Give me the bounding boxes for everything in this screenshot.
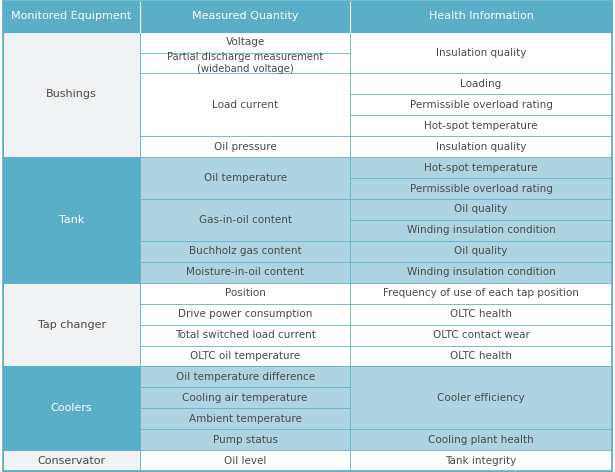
Bar [350, 115, 612, 136]
Text: Insulation quality: Insulation quality [436, 142, 526, 152]
Bar [350, 262, 612, 283]
Text: Partial discharge measurement
(wideband voltage): Partial discharge measurement (wideband … [167, 52, 323, 74]
Bar [140, 346, 350, 366]
Bar [350, 157, 612, 178]
Bar [140, 325, 350, 346]
Text: Load current: Load current [212, 100, 278, 110]
Text: Winding insulation condition: Winding insulation condition [407, 267, 555, 277]
Bar [350, 94, 612, 115]
Text: Frequency of use of each tap position: Frequency of use of each tap position [383, 288, 579, 298]
Text: Loading: Loading [461, 79, 502, 89]
Text: OLTC oil temperature: OLTC oil temperature [190, 351, 300, 361]
Text: Position: Position [224, 288, 266, 298]
Text: Permissible overload rating: Permissible overload rating [410, 184, 552, 194]
Bar [140, 74, 350, 136]
Bar [350, 199, 612, 220]
Text: Tank: Tank [59, 215, 84, 225]
Bar [3, 1, 612, 32]
Text: Pump status: Pump status [213, 435, 277, 445]
Bar [3, 32, 140, 157]
Text: Moisture-in-oil content: Moisture-in-oil content [186, 267, 304, 277]
Text: Oil level: Oil level [224, 455, 266, 465]
Text: OLTC health: OLTC health [450, 351, 512, 361]
Text: Cooler efficiency: Cooler efficiency [437, 393, 525, 403]
Bar [140, 157, 350, 199]
Bar [140, 366, 350, 388]
Text: Conservator: Conservator [38, 455, 106, 465]
Bar [350, 346, 612, 366]
Bar [3, 366, 140, 450]
Text: Buchholz gas content: Buchholz gas content [189, 246, 301, 256]
Text: Oil quality: Oil quality [454, 204, 508, 214]
Text: Cooling plant health: Cooling plant health [428, 435, 534, 445]
Text: Hot-spot temperature: Hot-spot temperature [424, 163, 538, 173]
Bar [140, 283, 350, 303]
Text: Winding insulation condition: Winding insulation condition [407, 226, 555, 236]
Bar [3, 157, 140, 283]
Text: Monitored Equipment: Monitored Equipment [12, 11, 132, 21]
Bar [3, 283, 140, 366]
Bar [140, 241, 350, 262]
Bar [350, 136, 612, 157]
Bar [350, 303, 612, 325]
Text: Gas-in-oil content: Gas-in-oil content [199, 215, 292, 225]
Bar [140, 429, 350, 450]
Bar [140, 199, 350, 241]
Bar [140, 408, 350, 429]
Text: Oil temperature difference: Oil temperature difference [175, 372, 315, 382]
Bar [350, 283, 612, 303]
Text: Cooling air temperature: Cooling air temperature [183, 393, 308, 403]
Bar [140, 136, 350, 157]
Bar [350, 241, 612, 262]
Text: Oil temperature: Oil temperature [204, 173, 287, 183]
Text: OLTC contact wear: OLTC contact wear [432, 330, 530, 340]
Bar [350, 429, 612, 450]
Bar [140, 52, 350, 74]
Text: Tank integrity: Tank integrity [445, 455, 517, 465]
Bar [140, 450, 350, 471]
Text: Coolers: Coolers [51, 403, 92, 413]
Bar [350, 325, 612, 346]
Text: Hot-spot temperature: Hot-spot temperature [424, 121, 538, 131]
Bar [350, 32, 612, 74]
Text: Insulation quality: Insulation quality [436, 48, 526, 58]
Text: Ambient temperature: Ambient temperature [189, 414, 301, 424]
Bar [350, 366, 612, 429]
Bar [350, 450, 612, 471]
Text: Bushings: Bushings [46, 89, 97, 100]
Bar [3, 450, 140, 471]
Text: Oil quality: Oil quality [454, 246, 508, 256]
Bar [140, 32, 350, 52]
Bar [140, 388, 350, 408]
Bar [350, 178, 612, 199]
Text: Drive power consumption: Drive power consumption [178, 309, 312, 319]
Text: OLTC health: OLTC health [450, 309, 512, 319]
Text: Voltage: Voltage [226, 37, 264, 47]
Bar [350, 220, 612, 241]
Bar [350, 74, 612, 94]
Text: Health Information: Health Information [429, 11, 533, 21]
Text: Tap changer: Tap changer [38, 320, 106, 329]
Text: Oil pressure: Oil pressure [214, 142, 277, 152]
Bar [140, 303, 350, 325]
Text: Permissible overload rating: Permissible overload rating [410, 100, 552, 110]
Text: Total switched load current: Total switched load current [175, 330, 315, 340]
Bar [140, 262, 350, 283]
Text: Measured Quantity: Measured Quantity [192, 11, 298, 21]
